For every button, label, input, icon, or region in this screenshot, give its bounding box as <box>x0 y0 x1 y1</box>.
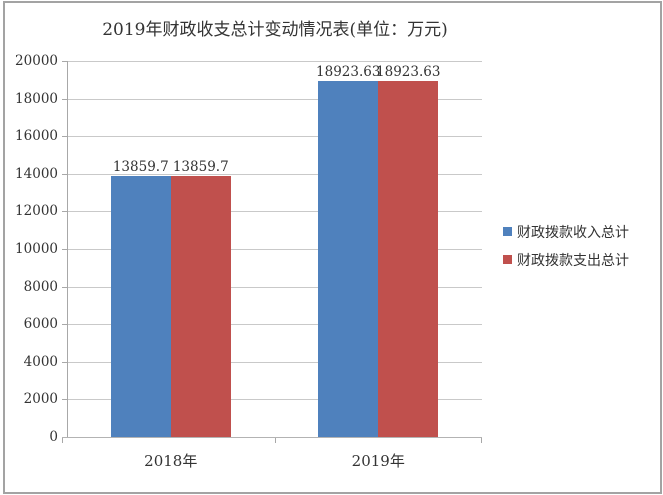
gridline <box>67 211 482 213</box>
y-axis-tick <box>62 324 67 326</box>
x-axis-category-label: 2019年 <box>351 452 405 470</box>
y-axis-tick <box>62 399 67 401</box>
gridline <box>67 286 482 288</box>
gridline <box>67 249 482 250</box>
bar-expense <box>378 81 439 437</box>
gridline <box>67 98 482 100</box>
bar-data-label: 13859.7 <box>172 159 229 176</box>
y-axis-line <box>67 61 68 437</box>
legend: 财政拨款收入总计 财政拨款支出总计 <box>503 222 629 278</box>
x-axis-tick <box>274 438 276 443</box>
legend-label: 财政拨款收入总计 <box>517 224 629 241</box>
y-axis-tick-label: 2000 <box>23 391 58 408</box>
gridline <box>67 361 482 363</box>
y-axis-tick <box>62 211 67 213</box>
legend-label: 财政拨款支出总计 <box>517 252 629 269</box>
gridline <box>67 399 482 401</box>
y-axis-tick <box>62 173 67 175</box>
bar-data-label: 13859.7 <box>112 159 169 176</box>
y-axis-tick-label: 12000 <box>15 203 58 220</box>
legend-item: 财政拨款收入总计 <box>503 222 629 241</box>
chart-title: 2019年财政收支总计变动情况表(单位：万元) <box>102 20 448 40</box>
gridline <box>67 61 482 62</box>
y-axis-tick-label: 16000 <box>15 128 58 145</box>
y-axis-tick-label: 8000 <box>23 278 58 295</box>
y-axis-tick-label: 14000 <box>15 165 58 182</box>
y-axis-tick-label: 4000 <box>23 353 58 370</box>
bar-data-label: 18923.63 <box>376 64 441 81</box>
y-axis-tick-label: 6000 <box>23 316 58 333</box>
y-axis-tick-label: 0 <box>49 429 58 445</box>
y-axis-tick <box>62 361 67 363</box>
gridline <box>67 173 482 175</box>
y-axis-tick <box>62 286 67 288</box>
gridline <box>67 324 482 326</box>
legend-swatch-expense-icon <box>503 255 512 264</box>
y-axis-tick <box>62 136 67 138</box>
y-axis-tick-label: 20000 <box>15 53 58 69</box>
y-axis-tick <box>62 249 67 250</box>
y-axis-tick-label: 10000 <box>15 241 58 257</box>
legend-swatch-income-icon <box>503 227 512 236</box>
bar-expense <box>170 176 231 437</box>
x-axis-tick <box>481 438 482 443</box>
y-axis-tick-label: 18000 <box>15 90 58 107</box>
x-axis-tick <box>62 438 63 443</box>
legend-item: 财政拨款支出总计 <box>503 250 629 269</box>
x-axis-line <box>62 437 482 438</box>
bar-income <box>318 81 379 437</box>
bar-income <box>110 176 171 437</box>
y-axis-tick <box>62 61 67 62</box>
bar-data-label: 18923.63 <box>316 64 381 81</box>
gridline <box>67 136 482 138</box>
y-axis-tick <box>62 98 67 100</box>
x-axis-category-label: 2018年 <box>144 452 198 470</box>
